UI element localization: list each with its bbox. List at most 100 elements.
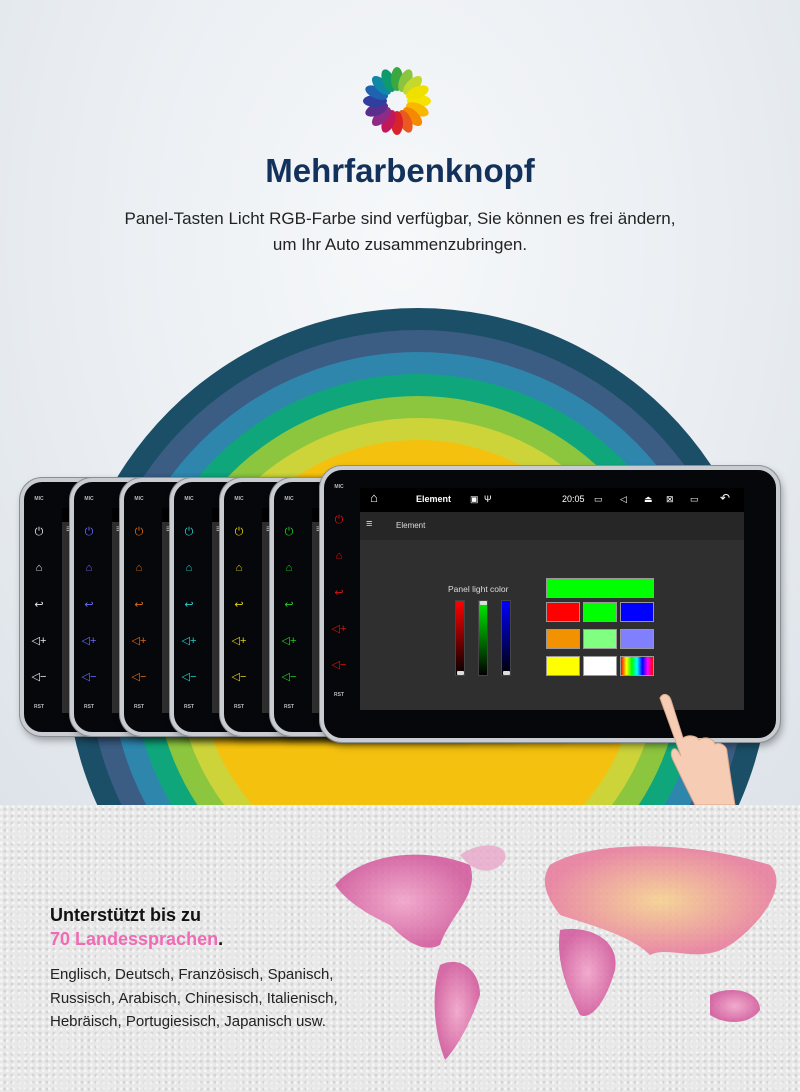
power-button-icon[interactable]: ⏻ [184,526,194,538]
color-swatch[interactable] [620,656,654,676]
home-button-icon[interactable]: ⌂ [335,550,343,562]
color-swatch[interactable] [583,656,617,676]
home-button-icon[interactable]: ⌂ [185,562,193,574]
volume-down-button-icon[interactable]: ◁− [81,671,97,683]
volume-up-button-icon[interactable]: ◁+ [181,635,197,647]
status-bar: ⌂ Element ▣ Ψ 20:05 ▭ ◁ ⏏ ⊠ ▭ ↶ [360,488,744,512]
back-button-icon[interactable]: ↩ [134,599,144,611]
color-swatch[interactable] [546,656,580,676]
menu-icon: ≡ [66,524,72,535]
back-button-icon[interactable]: ↩ [284,599,294,611]
selected-color-preview [546,578,654,598]
petal [406,85,429,100]
color-swatch[interactable] [583,602,617,622]
volume-up-button-icon[interactable]: ◁+ [281,635,297,647]
subtitle-line: um Ihr Auto zusammenzubringen. [272,235,528,254]
menu-icon: ≡ [116,524,122,535]
home-button-icon[interactable]: ⌂ [135,562,143,574]
color-swatch[interactable] [546,629,580,649]
panel-light-label: Panel light color [448,584,509,594]
close-window-icon[interactable]: ⊠ [666,494,674,504]
volume-down-button-icon[interactable]: ◁− [231,671,247,683]
back-button-icon[interactable]: ↩ [184,599,194,611]
slider-handle[interactable] [457,671,464,675]
world-map-image [335,845,777,1060]
volume-down-button-icon[interactable]: ◁− [31,671,47,683]
rst-label: RST [234,704,244,710]
app-bar: ≡ Element [360,512,744,540]
menu-icon: ≡ [266,524,272,535]
languages-highlight: 70 Landessprachen. [50,927,380,951]
volume-down-button-icon[interactable]: ◁− [131,671,147,683]
subtitle-line: Panel-Tasten Licht RGB-Farbe sind verfüg… [124,209,676,228]
rst-label: RST [84,704,94,710]
button-panel: MIC ⏻ ⌂ ↩ ◁+ ◁− RST [224,482,260,732]
mic-label: MIC [284,496,294,502]
home-button-icon[interactable]: ⌂ [85,562,93,574]
button-panel: MIC ⏻ ⌂ ↩ ◁+ ◁− RST [74,482,110,732]
color-swatch[interactable] [620,602,654,622]
menu-icon: ≡ [216,524,222,535]
button-panel: MIC ⏻ ⌂ ↩ ◁+ ◁− RST [324,470,360,738]
mic-label: MIC [234,496,244,502]
power-button-icon[interactable]: ⏻ [334,514,344,526]
home-button-icon[interactable]: ⌂ [235,562,243,574]
home-button-icon[interactable]: ⌂ [35,562,43,574]
power-button-icon[interactable]: ⏻ [234,526,244,538]
volume-down-button-icon[interactable]: ◁− [181,671,197,683]
petal [371,107,391,127]
color-swatch[interactable] [620,629,654,649]
power-button-icon[interactable]: ⏻ [134,526,144,538]
slider-handle[interactable] [503,671,510,675]
menu-icon: ≡ [166,524,172,535]
petal [371,75,391,95]
slider-handle[interactable] [480,601,487,605]
mic-label: MIC [34,496,44,502]
rst-label: RST [334,692,344,698]
color-swatch[interactable] [583,629,617,649]
mic-label: MIC [334,484,344,490]
volume-up-button-icon[interactable]: ◁+ [231,635,247,647]
power-button-icon[interactable]: ⏻ [84,526,94,538]
back-icon[interactable]: ↶ [720,491,731,505]
eject-icon[interactable]: ⏏ [644,494,653,504]
blue-slider[interactable] [501,600,511,676]
button-panel: MIC ⏻ ⌂ ↩ ◁+ ◁− RST [124,482,160,732]
back-button-icon[interactable]: ↩ [234,599,244,611]
subtitle: Panel-Tasten Licht RGB-Farbe sind verfüg… [0,206,800,258]
screenshot-icon[interactable]: ▭ [594,494,603,504]
power-button-icon[interactable]: ⏻ [34,526,44,538]
volume-down-button-icon[interactable]: ◁− [281,671,297,683]
app-title: Element [396,521,426,530]
menu-icon[interactable]: ≡ [366,518,373,530]
volume-up-button-icon[interactable]: ◁+ [31,635,47,647]
rst-label: RST [184,704,194,710]
volume-down-button-icon[interactable]: ◁− [331,659,347,671]
color-swatch[interactable] [546,602,580,622]
period: . [218,929,224,949]
home-button-icon[interactable]: ⌂ [285,562,293,574]
home-icon[interactable]: ⌂ [370,490,378,505]
pointing-hand-image [659,693,736,805]
menu-icon: ≡ [316,524,322,535]
back-button-icon[interactable]: ↩ [334,587,344,599]
red-slider[interactable] [455,600,465,676]
back-button-icon[interactable]: ↩ [84,599,94,611]
mic-label: MIC [184,496,194,502]
speaker-icon[interactable]: ◁ [620,494,627,504]
volume-up-button-icon[interactable]: ◁+ [331,623,347,635]
status-title: Element [416,494,452,504]
back-button-icon[interactable]: ↩ [34,599,44,611]
volume-up-button-icon[interactable]: ◁+ [81,635,97,647]
languages-count: 70 Landessprachen [50,929,219,949]
rst-label: RST [284,704,294,710]
windows-icon[interactable]: ▭ [690,494,699,504]
mic-label: MIC [134,496,144,502]
green-slider[interactable] [478,600,488,676]
volume-up-button-icon[interactable]: ◁+ [131,635,147,647]
power-button-icon[interactable]: ⏻ [284,526,294,538]
petal [403,107,423,127]
usb-icon: Ψ [484,494,492,504]
rst-label: RST [34,704,44,710]
rst-label: RST [134,704,144,710]
